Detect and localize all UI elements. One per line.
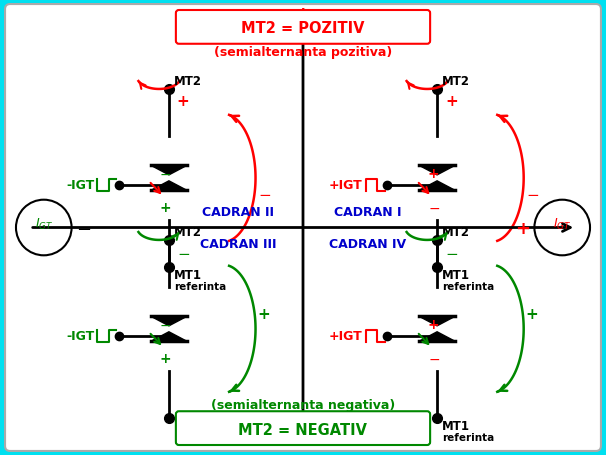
Text: $-$: $-$ bbox=[258, 186, 271, 201]
Polygon shape bbox=[419, 166, 455, 176]
Text: MT2 = NEGATIV: MT2 = NEGATIV bbox=[239, 422, 367, 437]
Text: MT2: MT2 bbox=[442, 225, 470, 238]
Text: $I_{GT}$: $I_{GT}$ bbox=[553, 217, 571, 232]
Text: MT2: MT2 bbox=[442, 75, 470, 88]
Text: +: + bbox=[445, 94, 458, 109]
Text: CADRAN III: CADRAN III bbox=[200, 238, 277, 251]
Text: -IGT: -IGT bbox=[66, 179, 95, 192]
Polygon shape bbox=[419, 317, 455, 326]
Text: referinta: referinta bbox=[442, 432, 494, 442]
Polygon shape bbox=[151, 317, 187, 326]
FancyBboxPatch shape bbox=[176, 411, 430, 445]
Text: +IGT: +IGT bbox=[329, 329, 362, 343]
Text: $-$: $-$ bbox=[428, 200, 440, 214]
Text: CADRAN II: CADRAN II bbox=[202, 205, 275, 218]
Polygon shape bbox=[419, 332, 455, 342]
Text: +: + bbox=[258, 307, 270, 322]
Polygon shape bbox=[151, 332, 187, 342]
FancyBboxPatch shape bbox=[176, 11, 430, 45]
Text: CADRAN IV: CADRAN IV bbox=[329, 238, 406, 251]
Text: MT1: MT1 bbox=[442, 268, 470, 281]
Text: MT2 = POZITIV: MT2 = POZITIV bbox=[241, 21, 365, 36]
Text: $-$: $-$ bbox=[177, 244, 190, 259]
Text: +: + bbox=[525, 307, 538, 322]
Text: $-$: $-$ bbox=[428, 351, 440, 365]
Text: +: + bbox=[516, 219, 530, 237]
Text: $-$: $-$ bbox=[525, 186, 539, 201]
Text: MT1: MT1 bbox=[174, 419, 202, 432]
Text: $-$: $-$ bbox=[159, 317, 171, 331]
Polygon shape bbox=[419, 182, 455, 191]
Text: $-$: $-$ bbox=[445, 244, 458, 259]
Text: (semialternanta pozitiva): (semialternanta pozitiva) bbox=[214, 46, 392, 59]
FancyBboxPatch shape bbox=[5, 5, 601, 451]
Text: MT2: MT2 bbox=[174, 75, 202, 88]
Text: referinta: referinta bbox=[174, 432, 226, 442]
Polygon shape bbox=[151, 166, 187, 176]
Text: +: + bbox=[160, 351, 171, 365]
Text: MT1: MT1 bbox=[174, 268, 202, 281]
Text: CADRAN I: CADRAN I bbox=[334, 205, 401, 218]
Text: (semialternanta negativa): (semialternanta negativa) bbox=[211, 399, 395, 411]
Text: +: + bbox=[160, 200, 171, 214]
Text: +IGT: +IGT bbox=[329, 179, 362, 192]
Text: $-$: $-$ bbox=[159, 167, 171, 181]
Text: +: + bbox=[428, 167, 439, 181]
Text: $I_{GT}$: $I_{GT}$ bbox=[35, 217, 53, 232]
Text: -IGT: -IGT bbox=[66, 329, 95, 343]
Text: referinta: referinta bbox=[174, 281, 226, 291]
Text: referinta: referinta bbox=[442, 281, 494, 291]
Text: +: + bbox=[177, 94, 190, 109]
Text: MT2: MT2 bbox=[174, 225, 202, 238]
Text: $-$: $-$ bbox=[76, 219, 91, 237]
Text: MT1: MT1 bbox=[442, 419, 470, 432]
Text: $-$: $-$ bbox=[296, 432, 310, 450]
Text: +: + bbox=[428, 317, 439, 331]
Polygon shape bbox=[151, 182, 187, 191]
Text: +: + bbox=[295, 5, 311, 24]
